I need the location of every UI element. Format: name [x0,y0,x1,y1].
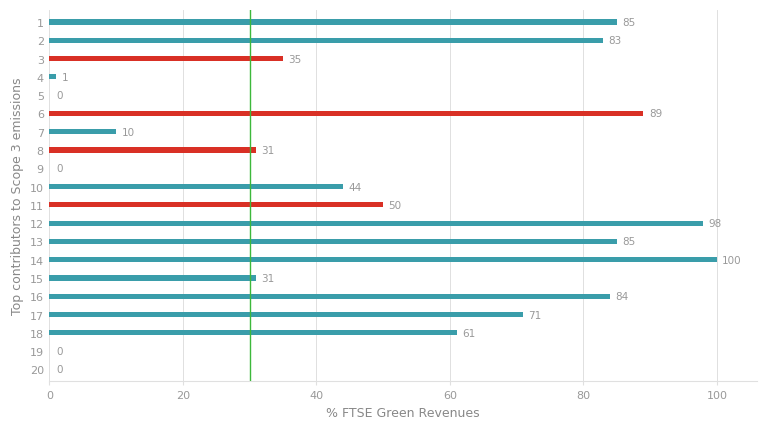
Text: 98: 98 [709,218,722,229]
Bar [49,312,523,317]
Text: 85: 85 [622,18,635,28]
X-axis label: % FTSE Green Revenues: % FTSE Green Revenues [326,406,480,419]
Text: 44: 44 [349,182,362,192]
Bar [49,258,717,263]
Bar [49,294,610,299]
Y-axis label: Top contributors to Scope 3 emissions: Top contributors to Scope 3 emissions [11,78,24,315]
Text: 61: 61 [462,328,475,338]
Text: 35: 35 [288,55,302,64]
Bar [49,148,257,153]
Text: 84: 84 [615,292,629,301]
Text: 100: 100 [722,255,742,265]
Text: 31: 31 [262,146,275,156]
Text: 0: 0 [56,164,62,174]
Bar [49,240,617,244]
Text: 0: 0 [56,346,62,356]
Text: 0: 0 [56,91,62,101]
Bar [49,331,456,336]
Text: 71: 71 [528,310,542,320]
Bar [49,184,343,190]
Text: 31: 31 [262,273,275,283]
Text: 85: 85 [622,237,635,247]
Bar [49,276,257,281]
Bar [49,75,56,80]
Bar [49,203,383,208]
Bar [49,20,617,25]
Text: 1: 1 [61,73,68,83]
Bar [49,221,703,226]
Text: 0: 0 [56,365,62,375]
Text: 89: 89 [649,109,662,119]
Text: 10: 10 [121,127,134,138]
Bar [49,57,283,62]
Text: 50: 50 [389,200,402,210]
Bar [49,112,644,117]
Bar [49,130,116,135]
Bar [49,39,604,44]
Text: 83: 83 [609,36,622,46]
